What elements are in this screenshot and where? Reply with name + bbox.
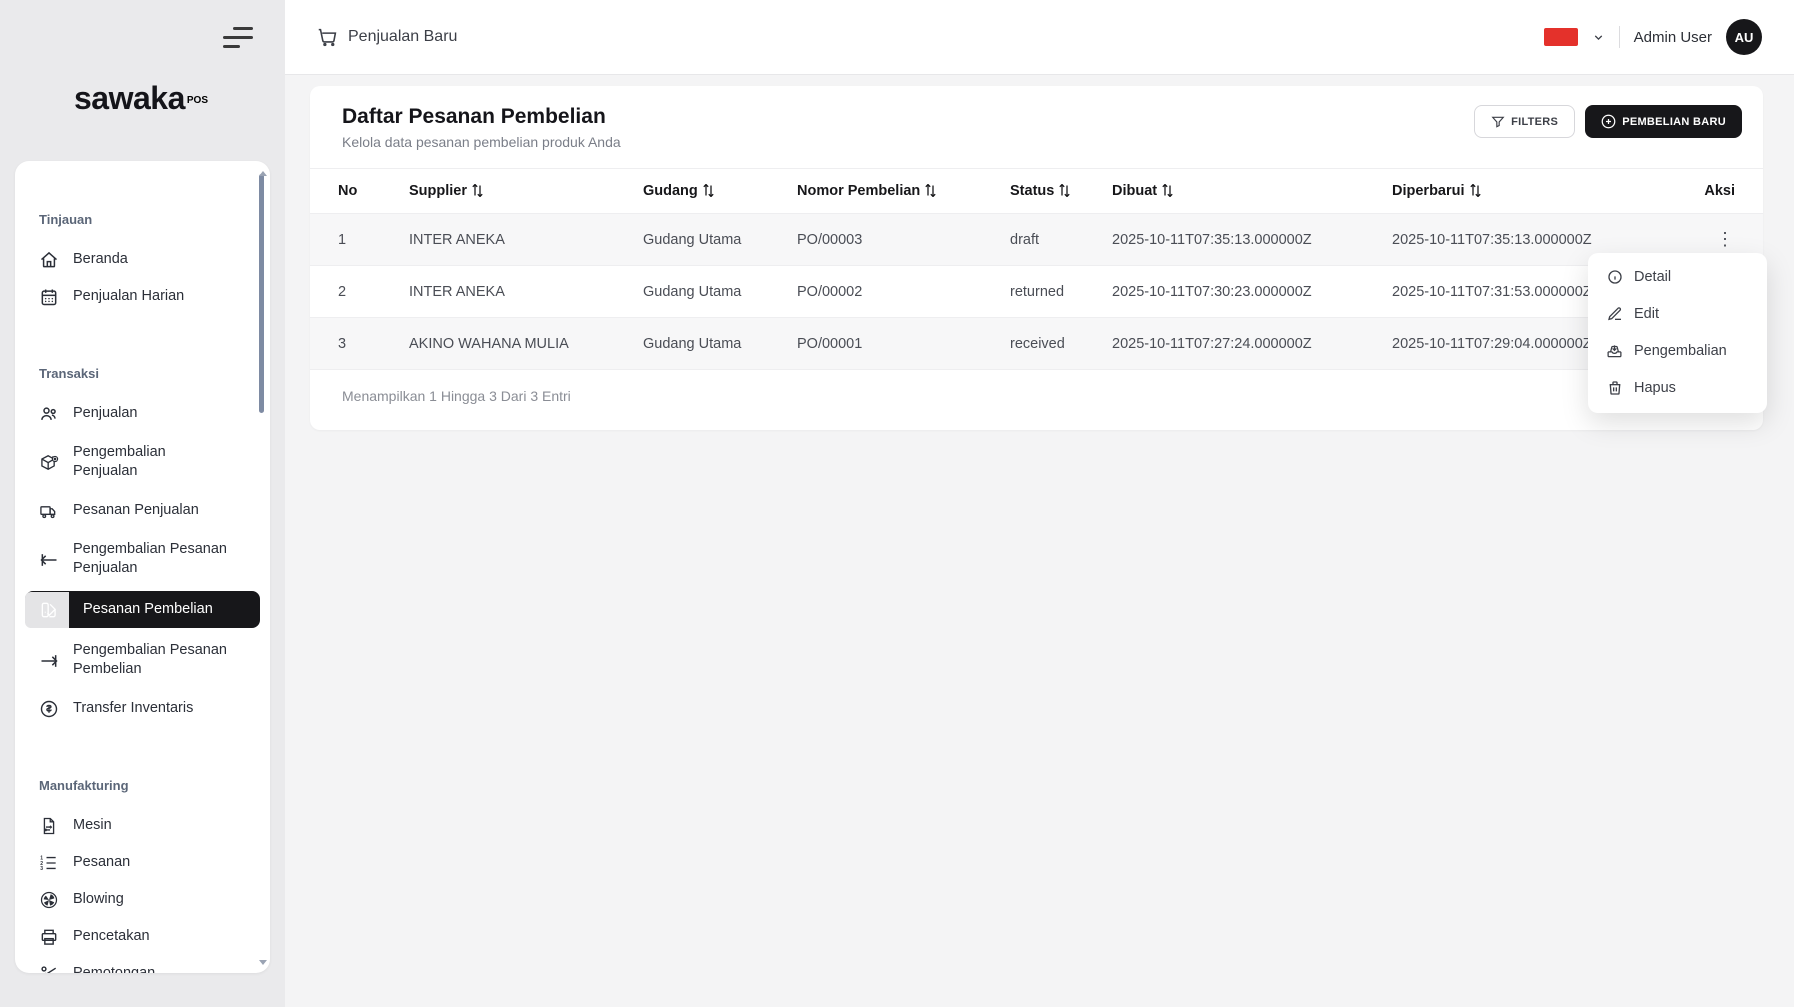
svg-text:3: 3 (40, 866, 43, 872)
